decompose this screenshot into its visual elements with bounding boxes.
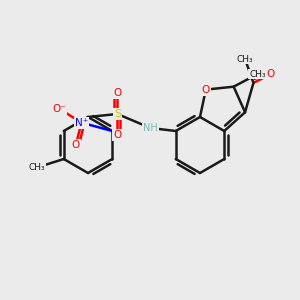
- Text: O⁻: O⁻: [52, 103, 66, 114]
- Text: O: O: [266, 70, 275, 80]
- Text: S: S: [114, 109, 121, 119]
- Text: O: O: [113, 88, 122, 98]
- Text: NH: NH: [143, 123, 158, 133]
- Text: N⁺: N⁺: [75, 118, 88, 128]
- Text: O: O: [72, 140, 80, 150]
- Text: CH₃: CH₃: [237, 55, 254, 64]
- Text: CH₃: CH₃: [249, 70, 266, 79]
- Text: CH₃: CH₃: [29, 163, 46, 172]
- Text: O: O: [113, 130, 122, 140]
- Text: O: O: [202, 85, 210, 94]
